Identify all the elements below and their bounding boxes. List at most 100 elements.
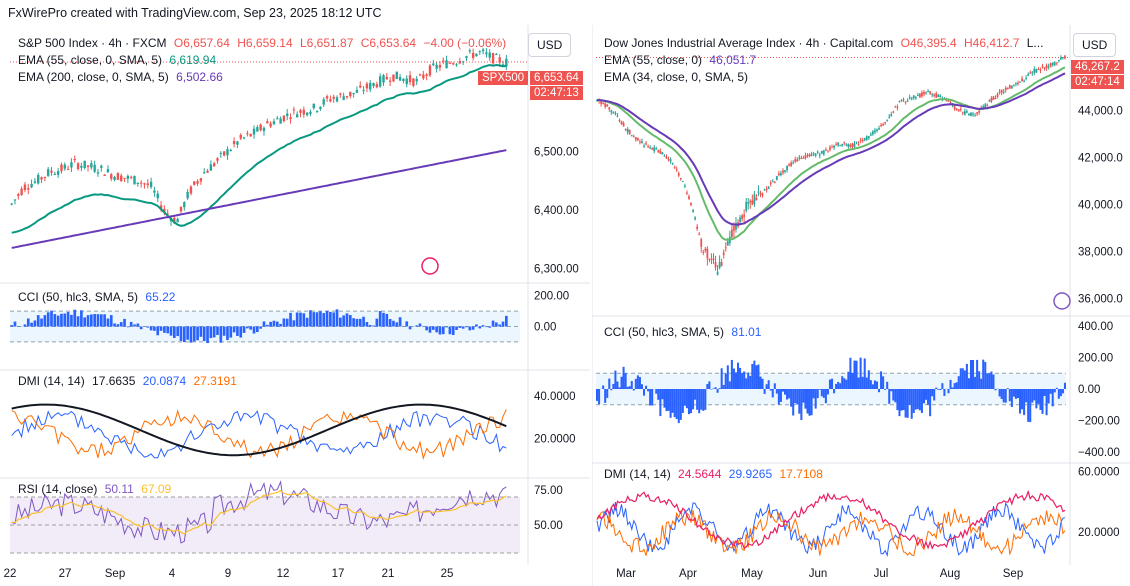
dji-candle bbox=[659, 151, 662, 154]
dji-candle bbox=[827, 151, 829, 153]
dji-candle bbox=[1029, 72, 1032, 74]
spx-cci-legend: CCI (50, hlc3, SMA, 5) 65.22 bbox=[18, 290, 175, 304]
dji-candle bbox=[1053, 62, 1056, 66]
dji-candle bbox=[1025, 77, 1028, 79]
dji-candle bbox=[622, 123, 625, 127]
dji-candle bbox=[1037, 69, 1040, 71]
spx-candle bbox=[322, 99, 325, 105]
dji-candle bbox=[961, 112, 964, 114]
chart-header: FxWirePro created with TradingView.com, … bbox=[8, 6, 382, 20]
dji-open: O46,395.4 bbox=[900, 36, 957, 50]
spx-ema55-label: EMA (55, close, 0, SMA, 5) bbox=[18, 53, 163, 67]
spx-x-tick: 25 bbox=[441, 568, 454, 580]
spx-candle bbox=[408, 75, 412, 83]
dji-candle bbox=[788, 164, 791, 166]
dji-candle bbox=[812, 153, 815, 155]
dji-candle bbox=[1059, 57, 1062, 60]
dji-candle bbox=[743, 214, 746, 217]
spx-chart[interactable]: 6,600.006,500.006,400.006,300.00200.000.… bbox=[0, 25, 590, 586]
spx-candle bbox=[455, 64, 458, 66]
dji-x-tick: Apr bbox=[679, 568, 697, 580]
spx-candle bbox=[56, 171, 60, 175]
dji-candle bbox=[802, 157, 805, 159]
dji-candle bbox=[608, 107, 611, 110]
dji-dmi-adx: 24.5644 bbox=[678, 467, 722, 481]
spx-candle bbox=[196, 181, 199, 184]
spx-candle bbox=[282, 115, 286, 122]
dji-candle bbox=[814, 153, 817, 156]
dji-candle bbox=[884, 122, 887, 124]
spx-dmi-legend: DMI (14, 14) 17.6635 20.0874 27.3191 bbox=[18, 374, 237, 388]
spx-candle bbox=[375, 84, 379, 88]
spx-candle bbox=[206, 170, 209, 173]
dji-candle bbox=[890, 114, 893, 117]
dji-candle bbox=[683, 185, 686, 187]
dji-candle bbox=[902, 99, 905, 101]
spx-candle bbox=[485, 52, 488, 55]
dji-candle bbox=[939, 95, 942, 98]
spx-candle bbox=[176, 218, 179, 223]
spx-title: S&P 500 Index · 4h · FXCM bbox=[18, 36, 167, 50]
spx-cci-value: 65.22 bbox=[145, 290, 176, 304]
dji-candle bbox=[810, 154, 813, 156]
dji-candle bbox=[833, 145, 835, 148]
spx-candle bbox=[189, 186, 193, 194]
spx-symbol-tag: SPX500 bbox=[478, 71, 529, 85]
dji-currency-button[interactable]: USD bbox=[1073, 33, 1117, 57]
spx-ema200-legend: EMA (200, close, 0, SMA, 5) 6,502.66 bbox=[18, 70, 223, 84]
spx-candle bbox=[153, 190, 156, 193]
dji-candle bbox=[641, 141, 643, 143]
spx-candle bbox=[10, 203, 13, 205]
dji-candle bbox=[855, 141, 858, 143]
spx-candle bbox=[352, 92, 355, 95]
dji-candle bbox=[636, 138, 639, 141]
spx-candle bbox=[415, 78, 418, 82]
dji-candle bbox=[888, 116, 891, 118]
spx-candle bbox=[199, 178, 203, 182]
spx-x-tick: 27 bbox=[59, 568, 72, 580]
spx-candle bbox=[329, 99, 332, 102]
dji-candle bbox=[726, 241, 729, 246]
dji-candle bbox=[861, 139, 864, 141]
spx-candle bbox=[458, 60, 462, 64]
dji-candle bbox=[669, 159, 672, 162]
spx-candle bbox=[106, 169, 110, 173]
spx-candle bbox=[286, 113, 289, 117]
spx-candle bbox=[312, 103, 315, 109]
dji-candle bbox=[1008, 85, 1011, 89]
dji-dmi-label: DMI (14, 14) bbox=[604, 467, 671, 481]
dji-candle bbox=[1002, 91, 1005, 93]
spx-candle bbox=[129, 176, 133, 178]
spx-candle bbox=[498, 57, 501, 63]
dji-candle bbox=[1055, 62, 1058, 64]
spx-candle bbox=[133, 175, 136, 185]
spx-dmi-minus-line bbox=[11, 409, 507, 460]
dji-price-tick: 36,000.0 bbox=[1078, 293, 1123, 305]
spx-low: L6,651.87 bbox=[299, 36, 354, 50]
spx-ema55-value: 6,619.94 bbox=[169, 53, 217, 67]
spx-ema55-legend: EMA (55, close, 0, SMA, 5) 6,619.94 bbox=[18, 53, 216, 67]
dji-legend: Dow Jones Industrial Average Index · 4h … bbox=[604, 36, 1043, 50]
spx-candle bbox=[369, 82, 372, 90]
spx-rsi-label: RSI (14, close) bbox=[18, 482, 98, 496]
dji-candle bbox=[857, 143, 860, 145]
spx-candle bbox=[37, 174, 40, 184]
dji-candle bbox=[880, 125, 882, 127]
dji-candle bbox=[1031, 72, 1034, 74]
dji-x-tick: May bbox=[741, 568, 763, 580]
spx-candle bbox=[216, 158, 219, 161]
dji-candle bbox=[784, 170, 786, 172]
dji-candle bbox=[1049, 63, 1052, 67]
dji-candle bbox=[953, 105, 956, 110]
spx-dmi-tick: 20.0000 bbox=[534, 433, 576, 445]
spx-candle bbox=[425, 74, 428, 76]
dji-candle bbox=[739, 217, 741, 223]
spx-rsi-tick: 75.00 bbox=[534, 485, 563, 497]
spx-x-tick: Sep bbox=[105, 568, 125, 580]
dji-candle bbox=[900, 100, 903, 102]
dji-candle bbox=[755, 198, 758, 201]
dji-chart[interactable]: 44,000.0 42,000.0 40,000.0 38,000.0 36,000.0… bbox=[592, 25, 1130, 586]
spx-currency-button[interactable]: USD bbox=[528, 33, 572, 57]
spx-dmi-plus: 20.0874 bbox=[142, 374, 187, 388]
spx-candle bbox=[70, 162, 73, 168]
